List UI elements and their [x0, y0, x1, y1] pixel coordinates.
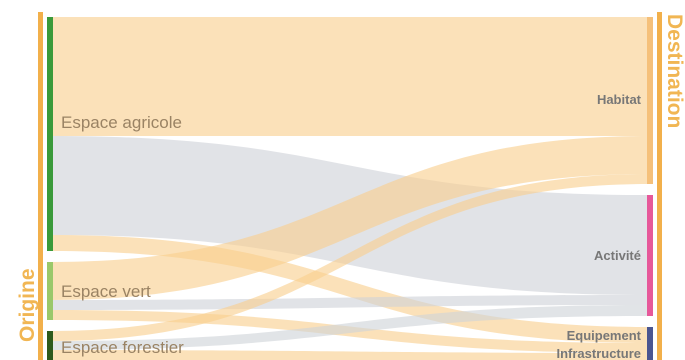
flow-vert-activite: [52, 295, 648, 310]
origin-label-forestier: Espace forestier: [61, 338, 184, 357]
origin-node-agricole: [47, 17, 53, 251]
flow-forestier-activite: [52, 305, 648, 350]
destination-node-activite: [647, 195, 653, 316]
destination-node-equipement: [647, 327, 653, 360]
destination-node-habitat: [647, 17, 653, 184]
origin-axis-line: [38, 12, 43, 360]
origin-axis-title: Origine: [16, 268, 39, 342]
destination-axis-line: [657, 12, 662, 360]
flow-agricole-habitat: [52, 17, 648, 136]
destination-label-habitat: Habitat: [597, 92, 642, 107]
destination-label-activite: Activité: [594, 248, 641, 263]
origin-node-vert: [47, 262, 53, 320]
origin-label-vert: Espace vert: [61, 282, 151, 301]
destination-label-equipement: Equipement Infrastructure: [556, 328, 641, 360]
destination-axis-title: Destination: [663, 14, 685, 129]
flow-forestier-habitat: [52, 174, 648, 341]
destination-label-line: Infrastructure: [556, 346, 641, 360]
origin-label-agricole: Espace agricole: [61, 113, 182, 132]
flow-agricole-equipement: [52, 235, 648, 343]
flow-vert-habitat: [52, 136, 648, 300]
flow-forestier-equipement: [52, 350, 648, 360]
origin-node-forestier: [47, 331, 53, 360]
destination-label-line: Equipement: [567, 328, 642, 343]
